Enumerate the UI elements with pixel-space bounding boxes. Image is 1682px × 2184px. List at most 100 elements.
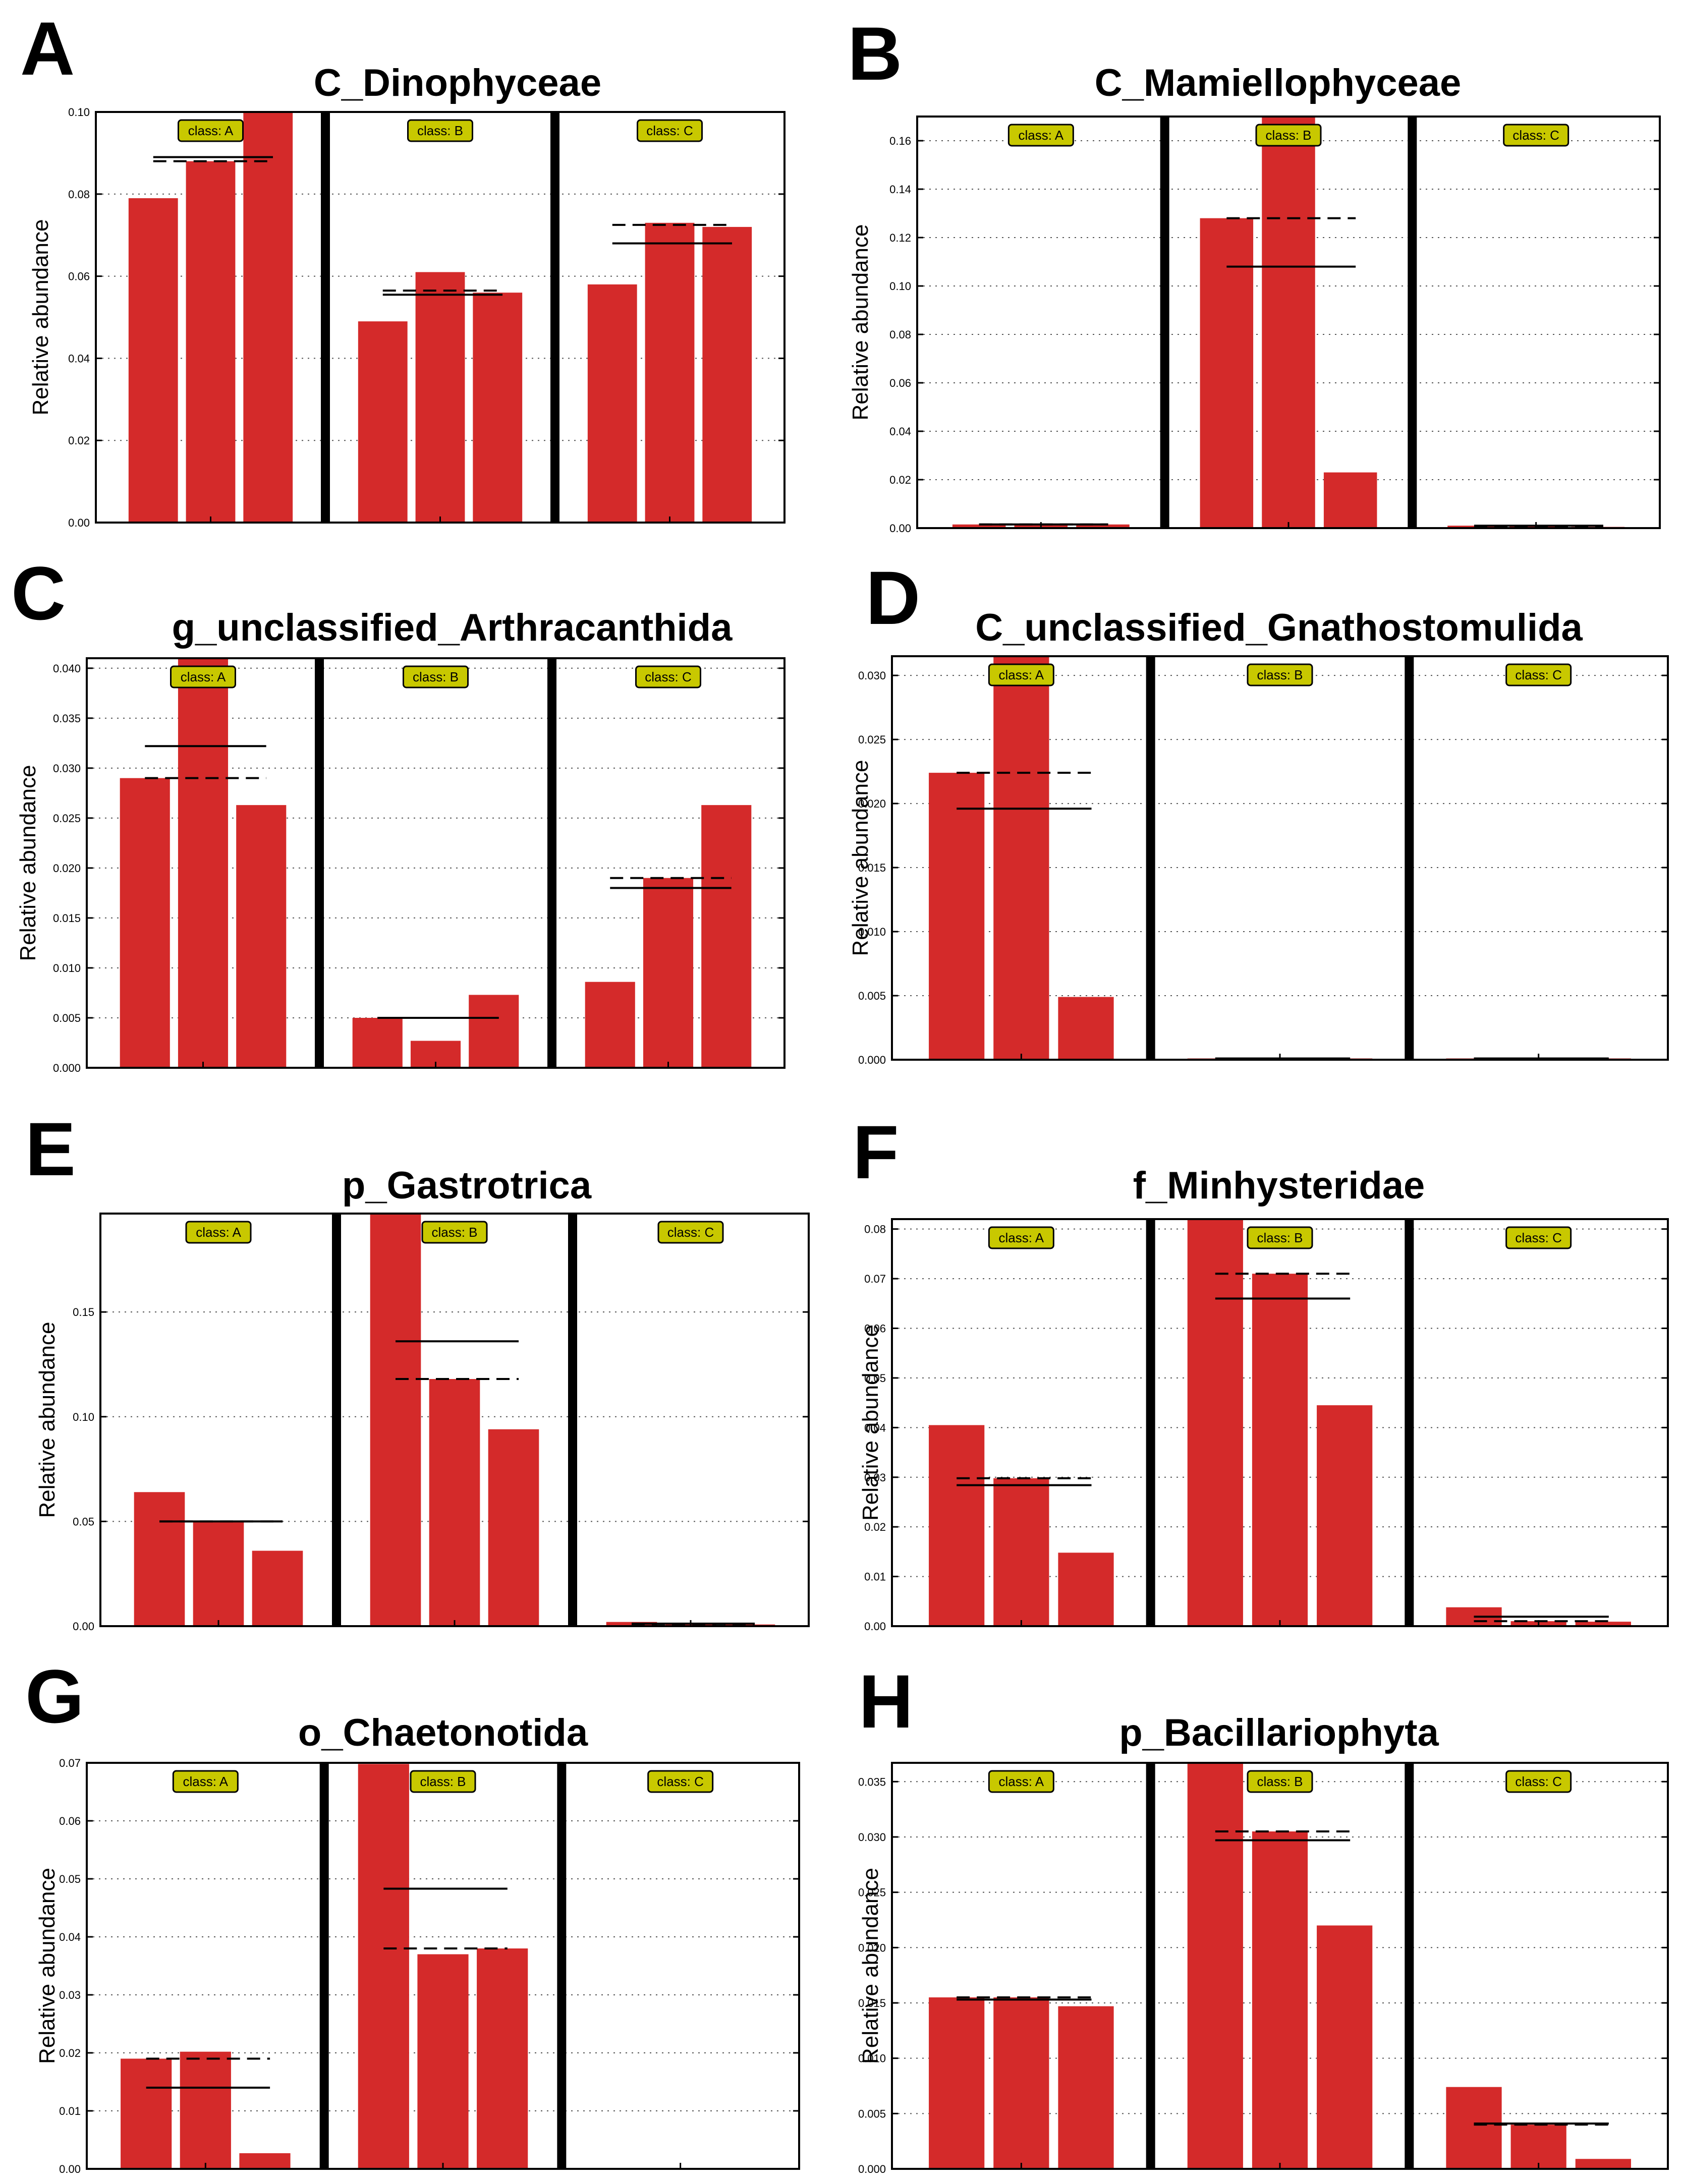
class-label-box <box>172 1770 239 1793</box>
y-tick-label: 0.010 <box>53 962 81 974</box>
panel-letter: E <box>25 1107 76 1191</box>
chart-title: p_Bacillariophyta <box>1119 1711 1439 1754</box>
y-tick-label: 0.000 <box>858 1054 886 1066</box>
y-tick-label: 0.06 <box>889 377 911 389</box>
class-label-box <box>407 119 473 142</box>
class-label: class: B <box>1257 1230 1303 1245</box>
class-label: class: A <box>999 1230 1044 1245</box>
y-tick-label: 0.03 <box>59 1989 81 2001</box>
y-tick-label: 0.10 <box>68 106 90 119</box>
class-label-box <box>403 665 469 688</box>
y-tick-label: 0.10 <box>889 280 911 293</box>
y-tick-label: 0.14 <box>889 183 911 196</box>
y-tick-label: 0.04 <box>68 352 90 365</box>
class-label: class: A <box>999 667 1044 682</box>
bar-d-1-3 <box>1058 997 1114 1060</box>
chart-panel-a: A C_Dinophyceae Relative abundance class: A… <box>20 6 786 529</box>
class-label: class: B <box>413 669 459 684</box>
chart-panel-b: B C_Mamiellophyceae Relative abundance clas… <box>848 11 1661 535</box>
chart-panel-d: D C_unclassified_Gnathostomulida Relative … <box>848 555 1669 1066</box>
bar-f-1-1 <box>929 1425 985 1626</box>
bar-c-3-3 <box>701 805 752 1068</box>
class-label: class: B <box>1257 667 1303 682</box>
chart-title: p_Gastrotrica <box>342 1164 592 1207</box>
bar-g-1-1 <box>121 2058 172 2169</box>
y-axis-label: Relative abundance <box>35 1322 60 1518</box>
bar-e-1-3 <box>252 1550 303 1626</box>
chart-title: C_unclassified_Gnathostomulida <box>975 606 1583 649</box>
y-tick-label: 0.010 <box>858 2052 886 2065</box>
y-tick-label: 0.025 <box>53 812 81 825</box>
bar-e-2-3 <box>488 1429 539 1626</box>
bar-a-2-2 <box>415 272 465 523</box>
y-tick-label: 0.02 <box>864 1521 886 1533</box>
y-tick-label: 0.07 <box>59 1757 81 1769</box>
bar-h-1-1 <box>929 1997 985 2169</box>
y-tick-label: 0.005 <box>858 2107 886 2120</box>
y-tick-label: 0.00 <box>889 522 911 535</box>
y-tick-label: 0.04 <box>864 1421 886 1434</box>
y-tick-label: 0.08 <box>889 328 911 341</box>
class-label: class: A <box>188 123 234 138</box>
class-label: class: C <box>1515 1230 1561 1245</box>
bar-d-1-1 <box>929 773 985 1060</box>
y-axis-label: Relative abundance <box>848 760 873 956</box>
y-tick-label: 0.030 <box>858 1831 886 1844</box>
y-tick-label: 0.00 <box>73 1620 94 1633</box>
class-label-box <box>410 1770 476 1793</box>
y-tick-label: 0.020 <box>53 862 81 875</box>
bar-a-3-3 <box>702 226 752 523</box>
bar-d-1-2 <box>993 656 1049 1060</box>
class-label-box <box>1007 124 1074 147</box>
bar-a-1-3 <box>243 112 293 523</box>
class-label: class: A <box>1019 128 1064 143</box>
bar-f-2-3 <box>1317 1405 1373 1626</box>
class-label: class: B <box>420 1774 466 1789</box>
y-tick-label: 0.000 <box>53 1062 81 1074</box>
y-tick-label: 0.010 <box>858 926 886 938</box>
y-axis-label: Relative abundance <box>35 1868 60 2064</box>
y-tick-label: 0.01 <box>864 1571 886 1583</box>
bar-e-2-2 <box>429 1379 480 1626</box>
y-axis-label: Relative abundance <box>16 765 40 961</box>
class-label: class: C <box>667 1225 714 1240</box>
bar-g-1-3 <box>239 2153 291 2169</box>
class-label: class: A <box>196 1225 241 1240</box>
class-label-box <box>657 1221 724 1244</box>
y-tick-label: 0.020 <box>858 797 886 810</box>
bar-g-2-3 <box>477 1948 528 2169</box>
class-label-box <box>988 1226 1054 1249</box>
y-axis-label: Relative abundance <box>28 219 53 416</box>
class-label: class: B <box>417 123 463 138</box>
panel-letter: C <box>11 551 66 636</box>
panel-letter: A <box>20 6 75 91</box>
bar-f-2-2 <box>1252 1274 1308 1626</box>
bar-b-2-3 <box>1323 472 1377 528</box>
class-label: class: C <box>1512 128 1559 143</box>
y-axis-label: Relative abundance <box>858 1868 883 2064</box>
y-tick-label: 0.015 <box>53 912 81 925</box>
y-tick-label: 0.10 <box>73 1411 94 1423</box>
bar-b-1-1 <box>952 524 1006 528</box>
class-label-box <box>988 1770 1054 1793</box>
bar-h-2-2 <box>1252 1831 1308 2169</box>
bar-h-2-1 <box>1187 1763 1243 2169</box>
y-tick-label: 0.08 <box>68 188 90 201</box>
bar-h-1-3 <box>1058 2006 1114 2169</box>
class-label: class: A <box>181 669 226 684</box>
bar-h-3-2 <box>1510 2124 1566 2169</box>
y-tick-label: 0.030 <box>53 762 81 775</box>
y-tick-label: 0.000 <box>858 2163 886 2175</box>
y-tick-label: 0.05 <box>73 1515 94 1528</box>
bar-c-3-1 <box>585 982 635 1068</box>
y-tick-label: 0.025 <box>858 733 886 746</box>
bar-f-1-3 <box>1058 1553 1114 1626</box>
bar-b-1-3 <box>1076 524 1130 528</box>
bar-h-3-1 <box>1446 2087 1502 2169</box>
class-label-box <box>170 665 236 688</box>
panel-letter: B <box>848 11 902 96</box>
bar-f-3-3 <box>1575 1622 1631 1626</box>
bar-a-1-1 <box>128 198 178 523</box>
